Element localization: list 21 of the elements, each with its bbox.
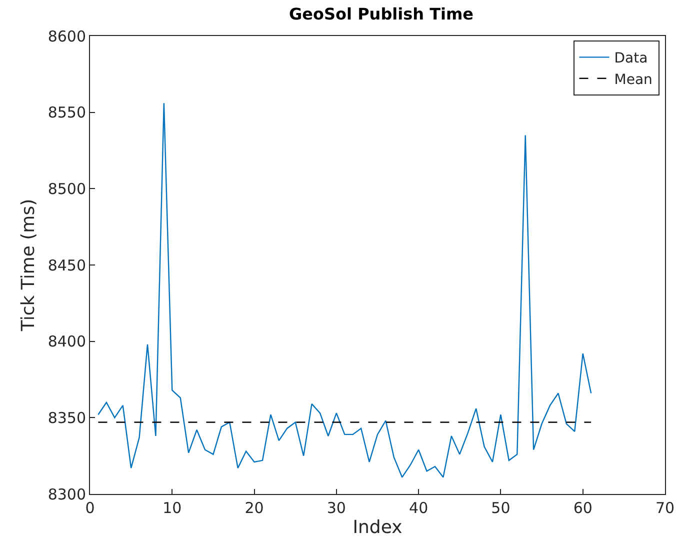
legend-label: Mean xyxy=(614,72,652,88)
x-tick-label: 50 xyxy=(491,499,510,517)
x-tick-label: 10 xyxy=(162,499,182,517)
y-tick-label: 8300 xyxy=(48,485,86,504)
legend-label: Data xyxy=(614,50,648,67)
chart-title: GeoSol Publish Time xyxy=(289,4,474,24)
y-tick-label: 8350 xyxy=(48,408,86,427)
y-tick-label: 8400 xyxy=(48,332,86,351)
x-tick-label: 40 xyxy=(409,499,428,517)
x-tick-label: 60 xyxy=(573,499,592,517)
x-tick-label: 70 xyxy=(655,499,675,517)
y-tick-label: 8500 xyxy=(48,180,86,198)
line-series xyxy=(98,102,592,478)
y-tick-label: 8600 xyxy=(48,27,86,46)
x-axis-title: Index xyxy=(352,517,403,538)
y-tick-label: 8450 xyxy=(48,256,86,274)
y-tick-label: 8550 xyxy=(48,104,86,122)
x-tick-label: 30 xyxy=(326,499,346,517)
y-axis-title: Tick Time (ms) xyxy=(18,198,40,332)
x-tick-label: 0 xyxy=(85,499,95,517)
x-tick-label: 20 xyxy=(244,499,264,517)
